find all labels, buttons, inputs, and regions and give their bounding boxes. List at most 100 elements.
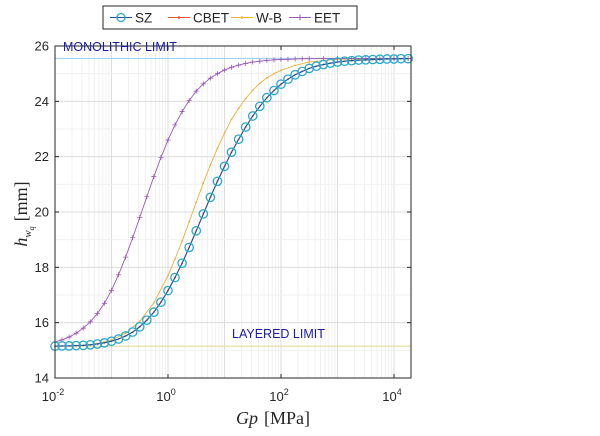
- data-point: [172, 122, 178, 128]
- data-point: [360, 54, 371, 65]
- data-point: [66, 334, 72, 340]
- data-point: [134, 321, 145, 332]
- legend-entry-sz: SZ: [110, 11, 152, 26]
- data-point: [137, 215, 143, 221]
- monolithic-limit-label: MONOLITHIC LIMIT: [63, 40, 177, 54]
- data-point: [403, 53, 413, 64]
- legend-label: EET: [314, 11, 340, 26]
- data-point: [318, 59, 329, 70]
- series-sz: [50, 53, 413, 352]
- data-point: [144, 194, 150, 200]
- legend-label: W-B: [256, 11, 282, 26]
- data-point: [188, 220, 191, 223]
- data-point: [71, 340, 82, 351]
- legend-label: SZ: [135, 11, 152, 26]
- data-point: [233, 134, 244, 145]
- data-point: [265, 76, 268, 79]
- data-point: [94, 311, 100, 317]
- data-point: [101, 300, 107, 306]
- data-point: [149, 307, 159, 318]
- data-point: [308, 61, 311, 63]
- legend-box: [102, 5, 358, 30]
- data-point: [389, 54, 399, 64]
- data-point: [285, 56, 291, 62]
- data-point: [174, 258, 176, 260]
- data-point: [228, 64, 234, 70]
- data-point: [209, 164, 212, 166]
- data-point: [346, 55, 357, 66]
- data-point: [156, 297, 166, 308]
- data-point: [207, 75, 213, 81]
- x-tick-label: 10-2: [42, 387, 64, 404]
- data-point: [92, 339, 103, 349]
- data-point: [214, 71, 220, 77]
- data-point: [237, 107, 240, 110]
- data-point: [254, 101, 265, 112]
- data-point: [73, 330, 79, 336]
- x-tick-label: 100: [156, 387, 175, 404]
- data-point: [221, 67, 227, 73]
- data-point: [195, 201, 198, 204]
- data-point: [367, 54, 378, 65]
- data-point: [124, 332, 127, 335]
- data-point: [165, 137, 171, 143]
- y-tick-label: 16: [35, 315, 49, 330]
- data-point: [78, 340, 89, 351]
- data-point: [264, 57, 270, 63]
- data-point: [177, 258, 187, 269]
- y-tick-label: 22: [35, 149, 49, 164]
- data-point: [141, 315, 152, 326]
- data-point: [283, 74, 293, 85]
- data-point: [130, 235, 136, 241]
- data-point: [375, 54, 385, 65]
- data-point: [108, 287, 114, 293]
- data-point: [325, 58, 336, 69]
- data-point: [219, 161, 230, 172]
- data-point: [181, 240, 184, 242]
- legend-entry-eet: EET: [289, 11, 340, 26]
- data-point: [240, 122, 251, 132]
- data-point: [299, 56, 305, 62]
- y-axis: 14 16 18 20 22 24 26: [35, 39, 411, 386]
- data-point: [205, 192, 216, 203]
- data-point: [123, 254, 129, 260]
- data-point: [294, 64, 297, 67]
- data-point: [212, 176, 223, 187]
- y-tick-label: 18: [35, 260, 49, 275]
- data-point: [280, 69, 282, 72]
- data-point: [158, 154, 164, 160]
- legend-marker: [116, 12, 126, 23]
- data-point: [244, 97, 247, 100]
- data-point: [396, 53, 406, 64]
- x-axis: 10-2 100 102 104: [42, 46, 402, 404]
- legend-entry-w-b: W-B: [231, 11, 282, 26]
- y-tick-label: 24: [35, 94, 49, 109]
- data-point: [236, 62, 242, 68]
- y-tick-label: 14: [35, 371, 49, 386]
- data-point: [138, 320, 141, 323]
- data-point: [226, 147, 237, 158]
- data-point: [64, 341, 74, 351]
- svg-text:hwq[mm]: hwq[mm]: [11, 181, 36, 246]
- data-point: [278, 57, 284, 63]
- data-point: [230, 118, 233, 121]
- data-point: [167, 274, 169, 277]
- data-point: [257, 58, 263, 64]
- x-tick-label: 104: [382, 387, 401, 404]
- x-axis-label: Gp [MPa]: [236, 408, 310, 428]
- data-point: [304, 63, 315, 74]
- data-point: [87, 319, 93, 325]
- legend: SZ CBET W-B EET: [102, 5, 358, 30]
- data-point: [306, 56, 312, 62]
- series-layer: [50, 53, 413, 352]
- data-point: [179, 109, 185, 115]
- data-point: [262, 92, 272, 103]
- data-point: [198, 209, 209, 219]
- legend-marker: [240, 16, 244, 19]
- data-point: [57, 341, 67, 351]
- data-point: [311, 61, 322, 72]
- legend-entry-cbet: CBET: [168, 11, 229, 26]
- legend-marker: [297, 14, 303, 21]
- data-point: [339, 56, 350, 67]
